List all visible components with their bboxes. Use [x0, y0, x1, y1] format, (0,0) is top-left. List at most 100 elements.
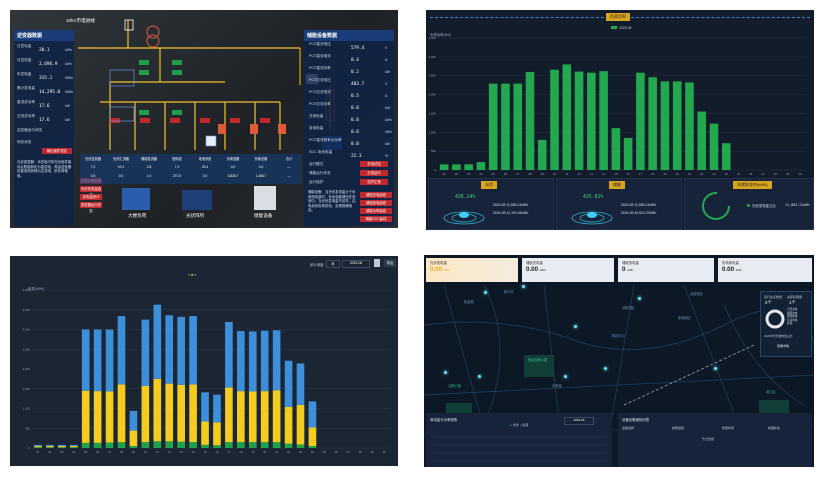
stack-segment[interactable] [308, 401, 317, 428]
bar[interactable] [599, 71, 608, 170]
bar[interactable] [660, 81, 670, 170]
bar[interactable] [501, 83, 510, 170]
site-marker[interactable] [444, 371, 447, 374]
stack-segment[interactable] [284, 360, 293, 407]
stack-segment[interactable] [46, 444, 54, 447]
stack-segment[interactable] [225, 442, 233, 448]
stack-segment[interactable] [165, 315, 174, 384]
stack-segment[interactable] [225, 321, 233, 388]
stack-segment[interactable] [260, 330, 269, 392]
stack-segment[interactable] [141, 319, 150, 386]
bar[interactable] [636, 72, 645, 170]
calendar-icon[interactable] [374, 259, 380, 267]
stack-segment[interactable] [308, 427, 317, 447]
date-picker[interactable]: 2023-06 [342, 260, 370, 268]
stack-segment[interactable] [260, 442, 269, 448]
pv-gen-curve-button[interactable]: 光伏发电量曲线 [80, 186, 102, 197]
stack-segment[interactable] [129, 430, 138, 447]
charge-curve-button[interactable]: 储能充电曲线 [360, 192, 392, 198]
stack-segment[interactable] [296, 444, 305, 448]
stack-segment[interactable] [129, 446, 138, 448]
stack-segment[interactable] [237, 391, 245, 443]
bar[interactable] [476, 162, 486, 170]
stack-segment[interactable] [58, 446, 66, 448]
stack-segment[interactable] [117, 442, 126, 448]
stack-segment[interactable] [260, 391, 269, 443]
output-protect-button[interactable]: 输出保护设定 [42, 148, 72, 154]
dimension-select[interactable]: 月 [326, 260, 340, 268]
stack-segment[interactable] [308, 446, 317, 448]
bar[interactable] [623, 137, 633, 170]
stack-segment[interactable] [189, 384, 197, 443]
stack-segment[interactable] [237, 442, 245, 448]
bar[interactable] [525, 71, 535, 170]
stack-segment[interactable] [248, 391, 257, 443]
bar[interactable] [464, 164, 473, 170]
bar[interactable] [685, 82, 694, 170]
stack-segment[interactable] [153, 441, 162, 448]
stack-segment[interactable] [81, 390, 90, 443]
stack-segment[interactable] [93, 329, 102, 392]
stack-segment[interactable] [248, 331, 257, 392]
trend-date-picker[interactable]: 2023-06 [564, 417, 594, 425]
stack-segment[interactable] [46, 447, 54, 448]
stack-segment[interactable] [129, 410, 138, 431]
stack-segment[interactable] [189, 316, 197, 385]
bar[interactable] [439, 164, 449, 170]
bar[interactable] [709, 123, 719, 170]
stack-segment[interactable] [177, 384, 185, 442]
stack-segment[interactable] [165, 383, 174, 442]
site-marker[interactable] [714, 367, 717, 370]
stack-segment[interactable] [58, 447, 66, 448]
stack-segment[interactable] [272, 442, 281, 448]
bar[interactable] [513, 83, 523, 170]
stack-segment[interactable] [69, 444, 78, 447]
site-marker[interactable] [564, 375, 567, 378]
stack-segment[interactable] [105, 329, 114, 392]
stack-segment[interactable] [34, 447, 42, 448]
stack-segment[interactable] [296, 404, 305, 445]
bar[interactable] [721, 143, 731, 170]
gen-stat-button[interactable]: 发电量统计 [80, 194, 102, 200]
stack-segment[interactable] [201, 392, 209, 422]
site-marker[interactable] [484, 291, 487, 294]
stack-segment[interactable] [272, 390, 281, 443]
stack-segment[interactable] [141, 385, 150, 443]
stack-segment[interactable] [93, 391, 102, 443]
stack-segment[interactable] [284, 406, 293, 444]
stack-segment[interactable] [213, 422, 221, 446]
site-marker[interactable] [638, 297, 641, 300]
export-button[interactable]: 导出 [384, 259, 396, 267]
stack-segment[interactable] [201, 444, 209, 448]
bar[interactable] [550, 69, 559, 170]
bar[interactable] [672, 81, 682, 170]
stack-segment[interactable] [34, 446, 42, 448]
stack-segment[interactable] [237, 331, 245, 392]
stack-segment[interactable] [153, 378, 162, 442]
stack-segment[interactable] [213, 394, 221, 423]
bar[interactable] [697, 111, 707, 170]
bar[interactable] [562, 64, 572, 170]
stack-segment[interactable] [153, 304, 162, 379]
power-curve-button[interactable]: 储能功率曲线 [360, 208, 392, 214]
stack-segment[interactable] [284, 443, 293, 448]
stack-segment[interactable] [177, 316, 185, 385]
stack-segment[interactable] [69, 446, 78, 448]
site-marker[interactable] [574, 325, 577, 328]
stack-segment[interactable] [225, 387, 233, 443]
stack-segment[interactable] [93, 442, 102, 448]
stack-segment[interactable] [81, 329, 90, 391]
bar[interactable] [574, 71, 584, 170]
stack-segment[interactable] [105, 391, 114, 443]
stack-segment[interactable] [34, 444, 42, 447]
stack-segment[interactable] [117, 384, 126, 443]
stack-segment[interactable] [272, 330, 281, 391]
inverter-status-button[interactable]: 逆变器运行状态 [80, 202, 102, 213]
stack-segment[interactable] [213, 445, 221, 448]
bar[interactable] [648, 77, 657, 170]
stack-segment[interactable] [117, 316, 126, 385]
site-marker[interactable] [604, 367, 607, 370]
stack-segment[interactable] [105, 442, 114, 448]
details-link[interactable]: 查看详情 [777, 344, 790, 348]
stack-segment[interactable] [189, 442, 197, 448]
